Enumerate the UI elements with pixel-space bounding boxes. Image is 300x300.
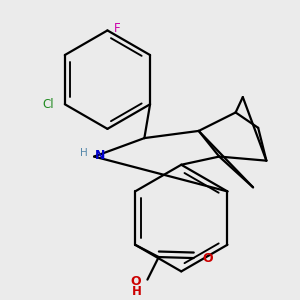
Text: H: H	[131, 285, 141, 298]
Text: N: N	[95, 148, 105, 161]
Text: Cl: Cl	[42, 98, 54, 111]
Text: O: O	[203, 252, 213, 265]
Text: H: H	[80, 148, 87, 158]
Text: O: O	[131, 274, 141, 288]
Text: F: F	[114, 22, 121, 35]
